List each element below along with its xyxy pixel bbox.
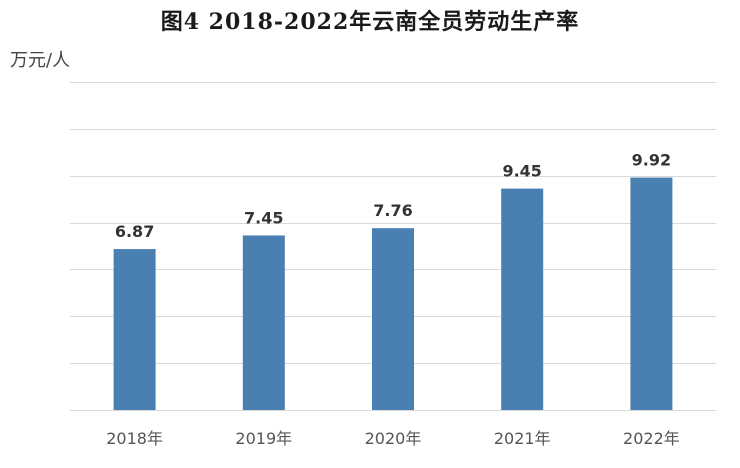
- x-tick-label: 2018年: [106, 429, 163, 448]
- x-tick-label: 2021年: [494, 429, 551, 448]
- data-label: 9.92: [632, 151, 671, 170]
- bar-4: [630, 177, 673, 410]
- x-tick-labels: 2018年 2019年 2020年 2021年 2022年: [106, 429, 680, 448]
- x-tick-label: 2019年: [235, 429, 292, 448]
- x-tick-label: 2022年: [623, 429, 680, 448]
- data-label: 7.45: [244, 208, 283, 227]
- bar-0: [113, 249, 156, 410]
- data-label: 6.87: [115, 222, 154, 241]
- bars: [113, 177, 673, 410]
- bar-2: [372, 228, 414, 410]
- data-labels: 6.87 7.45 7.76 9.45 9.92: [115, 151, 671, 241]
- x-tick-label: 2020年: [365, 429, 422, 448]
- data-label: 9.45: [502, 162, 541, 181]
- y-axis-unit-label: 万元/人: [10, 50, 71, 71]
- chart-title: 图4 2018-2022年云南全员劳动生产率: [160, 9, 580, 35]
- data-label: 7.76: [373, 201, 412, 220]
- bar-3: [501, 188, 544, 410]
- bar-1: [242, 235, 285, 410]
